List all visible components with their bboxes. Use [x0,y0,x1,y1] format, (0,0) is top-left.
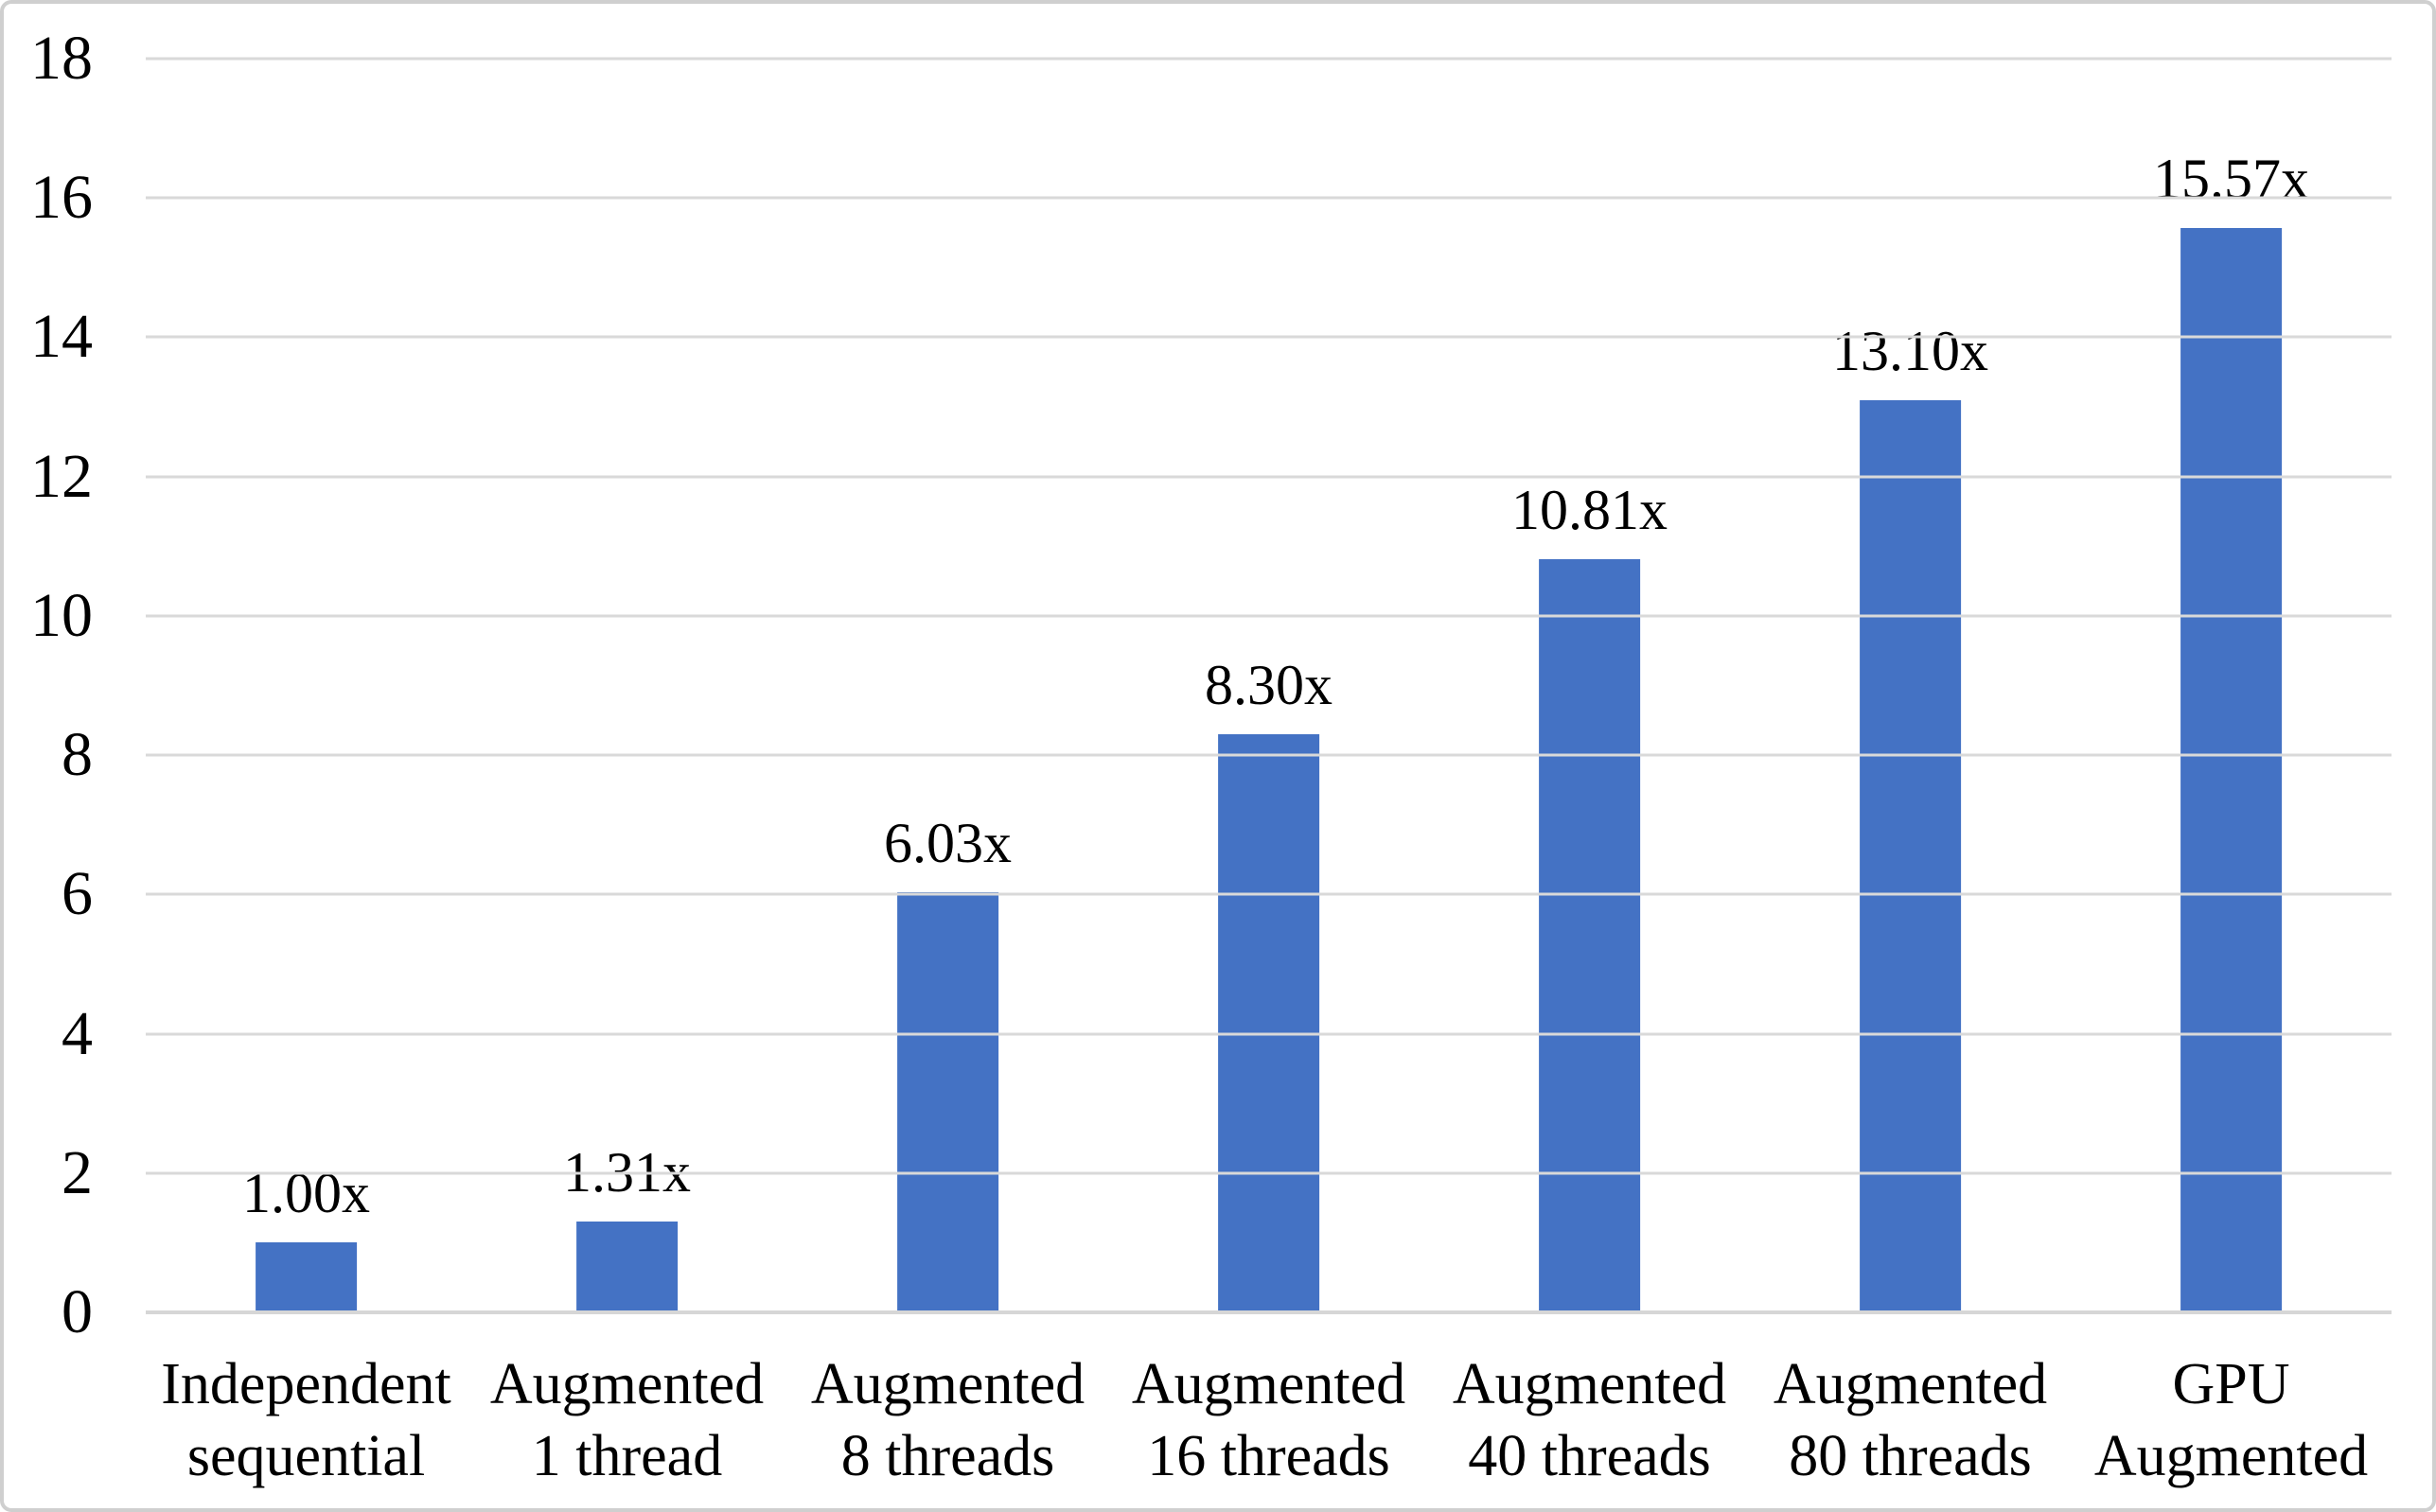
gridline-12 [146,475,2392,479]
bar-4 [1217,734,1320,1312]
bar-slot: 10.81x [1429,59,1750,1312]
bar-2 [575,1221,679,1312]
gridline-14 [146,335,2392,339]
bar-5 [1538,559,1641,1312]
bar-slot: 1.31x [467,59,787,1312]
y-tick-label-16: 16 [30,163,93,233]
bar-slot: 15.57x [2071,59,2392,1312]
y-axis: 0 2 4 6 8 10 12 14 16 18 [4,27,98,1344]
category-label: Augmented 8 threads [810,1352,1086,1488]
gridline-2 [146,1171,2392,1175]
gridline-16 [146,196,2392,200]
gridline-6 [146,892,2392,896]
y-tick-label-6: 6 [62,859,93,929]
bar-value-label: 6.03x [884,812,1012,875]
y-tick-label-0: 0 [62,1277,93,1346]
bar-1 [255,1242,358,1312]
bar-value-label: 8.30x [1205,654,1333,717]
x-axis-category-labels: Independent sequential Augmented 1 thread… [146,1348,2392,1492]
gridline-18 [146,57,2392,61]
y-tick-label-10: 10 [30,580,93,650]
bar-slot: 1.00x [146,59,467,1312]
bar-slot: 8.30x [1108,59,1429,1312]
bar-slot: 6.03x [787,59,1108,1312]
bar-6 [1859,399,1962,1312]
category-label: GPU Augmented [2093,1352,2369,1488]
bar-3 [896,892,999,1312]
gridline-10 [146,614,2392,618]
x-axis-line [146,1310,2392,1314]
bar-slot: 13.10x [1750,59,2071,1312]
bar-7 [2180,227,2283,1312]
y-tick-label-8: 8 [62,720,93,790]
category-label: Independent sequential [161,1352,451,1488]
bar-slots: 1.00x 1.31x 6.03x 8.30x 10.81x 13.10x 15.57x [146,59,2392,1312]
bar-value-label: 13.10x [1832,319,1988,382]
y-tick-label-18: 18 [30,24,93,93]
gridline-8 [146,753,2392,757]
plot-area: 1.00x 1.31x 6.03x 8.30x 10.81x 13.10x 15.57x [146,57,2392,1314]
bar-value-label: 10.81x [1511,479,1668,542]
category-label: Augmented 40 threads [1452,1352,1727,1488]
y-tick-label-2: 2 [62,1137,93,1207]
category-label: Augmented 16 threads [1131,1352,1406,1488]
category-label: Augmented 1 thread [489,1352,765,1488]
category-label: Augmented 80 threads [1773,1352,2048,1488]
y-tick-label-12: 12 [30,441,93,511]
bar-value-label: 15.57x [2153,147,2309,210]
y-tick-label-4: 4 [62,998,93,1068]
y-tick-label-14: 14 [30,302,93,372]
gridline-4 [146,1032,2392,1036]
